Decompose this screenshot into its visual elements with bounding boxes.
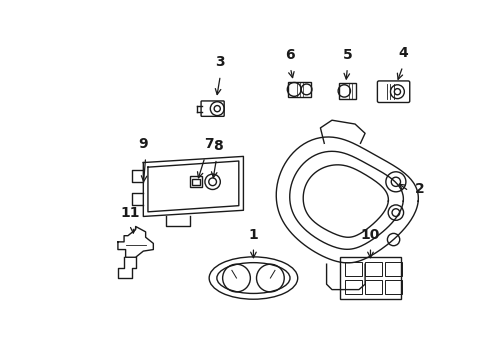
Text: 5: 5 [343, 48, 352, 62]
Bar [190, 176, 202, 187]
Bar [365, 262, 382, 276]
Text: 1: 1 [248, 228, 258, 242]
Text: 2: 2 [415, 183, 425, 197]
Text: 6: 6 [286, 48, 295, 62]
Bar [345, 262, 362, 276]
Bar [385, 262, 402, 276]
Text: 11: 11 [121, 206, 140, 220]
Bar [365, 280, 382, 294]
Bar [192, 179, 199, 185]
Text: 3: 3 [216, 55, 225, 69]
Bar [340, 257, 401, 299]
Text: 8: 8 [213, 139, 223, 153]
Bar [385, 280, 402, 294]
Text: 9: 9 [139, 137, 148, 151]
Text: 7: 7 [204, 137, 214, 151]
Bar [339, 83, 356, 99]
Bar [288, 82, 311, 97]
Bar [345, 280, 362, 294]
Text: 4: 4 [398, 46, 408, 60]
Text: 10: 10 [361, 228, 380, 242]
